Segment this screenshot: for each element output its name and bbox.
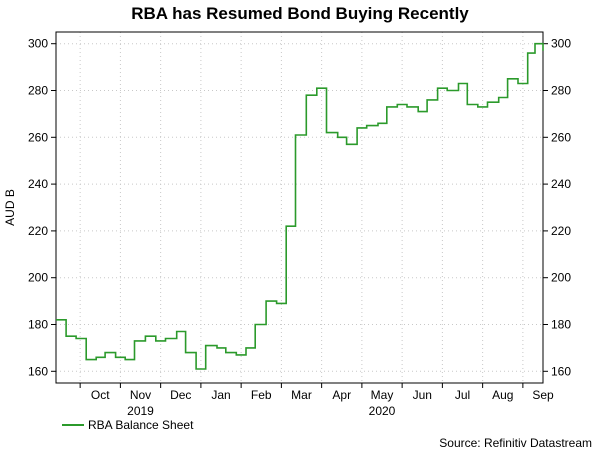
- y-tick-label-left: 220: [28, 224, 48, 238]
- x-tick-label: Jan: [211, 388, 230, 402]
- x-year-label: 2019: [127, 404, 154, 418]
- x-tick-label: Nov: [130, 388, 151, 402]
- plot-frame: [55, 31, 544, 384]
- y-tick-label-left: 200: [28, 271, 48, 285]
- series-line: [56, 42, 544, 370]
- y-tick-label-left: 160: [28, 364, 48, 378]
- y-tick-label-left: 300: [28, 37, 48, 51]
- axis-ticks: [51, 43, 548, 388]
- source-note: Source: Refinitiv Datastream: [439, 436, 592, 450]
- y-tick-label-right: 180: [551, 318, 571, 332]
- tick-labels: 160 160 180 180 200 200 220 220 240 240 260 260 280 2…: [28, 37, 571, 418]
- x-tick-label: Jul: [455, 388, 470, 402]
- legend-label: RBA Balance Sheet: [88, 418, 194, 432]
- y-tick-label-left: 180: [28, 318, 48, 332]
- y-tick-label-left: 280: [28, 84, 48, 98]
- gridlines: [56, 32, 543, 383]
- y-tick-label-left: 260: [28, 130, 48, 144]
- x-tick-label: Mar: [291, 388, 312, 402]
- x-tick-label: Feb: [251, 388, 272, 402]
- x-tick-label: Apr: [332, 388, 351, 402]
- x-tick-label: Sep: [532, 388, 554, 402]
- x-tick-label: Dec: [170, 388, 191, 402]
- y-tick-label-right: 240: [551, 177, 571, 191]
- y-tick-label-left: 240: [28, 177, 48, 191]
- y-tick-label-right: 220: [551, 224, 571, 238]
- x-tick-label: Aug: [492, 388, 513, 402]
- y-tick-label-right: 160: [551, 364, 571, 378]
- y-tick-label-right: 300: [551, 37, 571, 51]
- series-layer: [56, 42, 544, 370]
- y-axis-title: AUD B: [3, 189, 17, 226]
- legend: RBA Balance Sheet: [62, 418, 193, 432]
- y-tick-label-right: 280: [551, 84, 571, 98]
- x-year-label: 2020: [369, 404, 396, 418]
- x-tick-label: Oct: [91, 388, 110, 402]
- chart-title: RBA has Resumed Bond Buying Recently: [131, 4, 469, 23]
- y-tick-label-right: 260: [551, 130, 571, 144]
- x-tick-label: May: [371, 388, 394, 402]
- x-tick-label: Jun: [413, 388, 432, 402]
- legend-swatch: [62, 424, 84, 426]
- y-tick-label-right: 200: [551, 271, 571, 285]
